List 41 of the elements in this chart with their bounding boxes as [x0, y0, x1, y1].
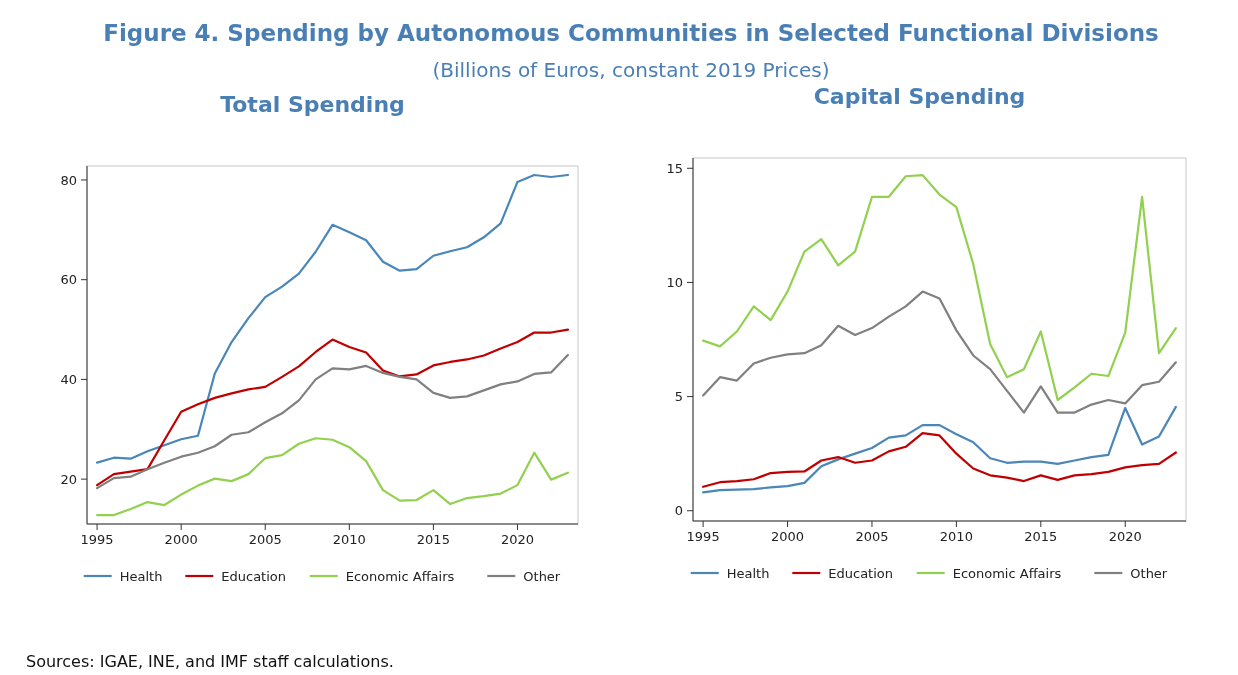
- x-tick-label: 2020: [500, 532, 535, 547]
- y-tick-label: 20: [60, 471, 77, 487]
- x-tick-label: 2010: [939, 529, 973, 544]
- line-series: [95, 353, 570, 490]
- y-tick-label: 5: [674, 389, 683, 405]
- x-tick-label: 2015: [416, 532, 450, 547]
- legend-label: Education: [221, 568, 287, 584]
- x-tick-label: 1995: [80, 532, 114, 547]
- x-tick-label: 1995: [686, 529, 720, 544]
- line-series: [95, 437, 570, 517]
- x-tick-label: 2010: [332, 532, 366, 547]
- text: (Billions of Euros, constant 2019 Prices): [432, 58, 830, 82]
- line-series: [702, 432, 1177, 488]
- legend-label: Education: [828, 565, 894, 581]
- legend-label: Other: [1130, 565, 1168, 581]
- legend-label: Economic Affairs: [952, 565, 1062, 581]
- legend-label: Other: [523, 568, 561, 584]
- line-series: [95, 328, 570, 487]
- y-tick-label: 10: [666, 274, 683, 290]
- y-tick-label: 40: [60, 371, 77, 387]
- y-tick-label: 15: [666, 160, 683, 176]
- line-series: [95, 173, 570, 464]
- source-note: Sources: IGAE, INE, and IMF staff calculations.: [26, 652, 394, 671]
- x-tick-label: 2000: [164, 532, 198, 547]
- legend-label: Economic Affairs: [345, 568, 455, 584]
- x-tick-label: 2005: [248, 532, 282, 547]
- x-tick-label: 2015: [1024, 529, 1058, 544]
- text: Figure 4. Spending by Autonomous Communities in Selected Functional Divisions: [103, 20, 1159, 46]
- chart-title: Capital Spending: [813, 84, 1026, 109]
- x-tick-label: 2005: [855, 529, 889, 544]
- y-tick-label: 0: [674, 503, 683, 519]
- legend-label: Health: [119, 568, 163, 584]
- legend-label: Health: [726, 565, 770, 581]
- text: Total Spending: [220, 92, 405, 117]
- y-tick-label: 60: [60, 272, 77, 288]
- line-series: [702, 174, 1177, 402]
- x-tick-label: 2020: [1108, 529, 1142, 544]
- line-series: [702, 405, 1177, 494]
- line-series: [702, 290, 1177, 414]
- y-tick-label: 80: [60, 172, 77, 188]
- x-tick-label: 2000: [771, 529, 805, 544]
